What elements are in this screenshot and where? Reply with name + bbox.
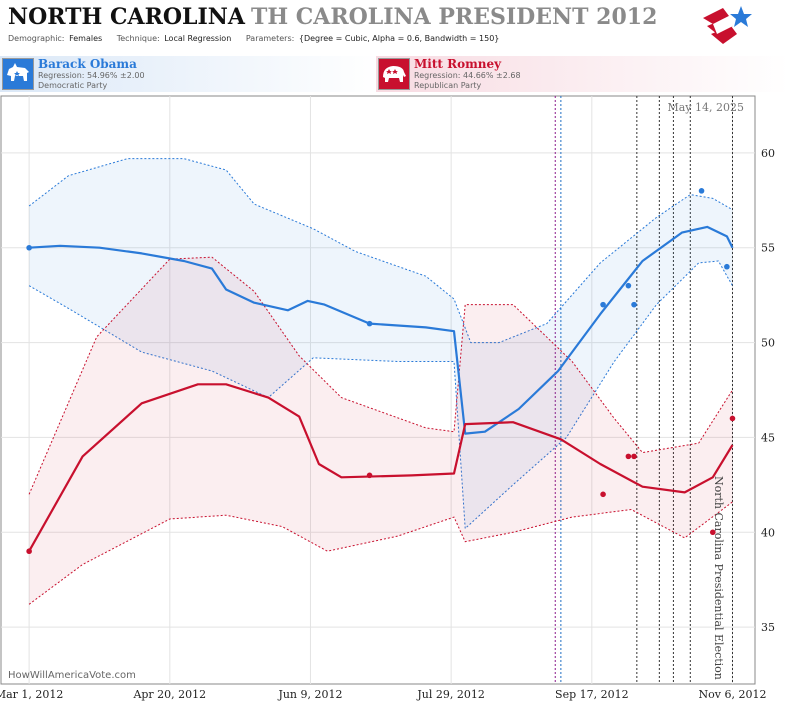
site-logo-icon xyxy=(701,4,753,46)
romney-band-upper xyxy=(28,256,733,495)
x-tick-label: Jul 29, 2012 xyxy=(416,688,485,701)
y-tick-label: 40 xyxy=(761,526,775,539)
obama-poll-point xyxy=(631,301,637,308)
y-axis-ticks: 35 40 45 50 55 60 xyxy=(761,147,775,634)
current-date-label: May 14, 2025 xyxy=(667,101,744,114)
romney-poll-point xyxy=(709,529,716,536)
romney-poll-point xyxy=(366,472,373,479)
obama-poll-point xyxy=(26,244,32,251)
romney-party: Republican Party xyxy=(414,81,482,90)
site-watermark: HowWillAmericaVote.com xyxy=(8,670,136,681)
x-tick-label: Apr 20, 2012 xyxy=(132,688,206,701)
state-title: NORTH CAROLINA xyxy=(8,4,245,30)
x-tick-label: Nov 6, 2012 xyxy=(699,688,767,701)
romney-trend-line xyxy=(28,383,734,552)
confidence-bands xyxy=(28,158,733,605)
candidate-romney: Mitt Romney Regression: 44.66% ±2.68 Rep… xyxy=(376,56,789,92)
obama-poll-point xyxy=(600,301,606,308)
parameters-label: Parameters: xyxy=(245,34,295,43)
romney-regression: Regression: 44.66% ±2.68 xyxy=(414,71,521,80)
obama-band-fill xyxy=(29,158,733,529)
event-lines xyxy=(554,96,733,684)
obama-regression: Regression: 54.96% ±2.00 xyxy=(38,71,145,80)
romney-band-fill xyxy=(29,257,733,605)
race-title: TH CAROLINA PRESIDENT 2012 xyxy=(250,4,658,30)
x-tick-label: Jun 9, 2012 xyxy=(277,688,342,701)
x-tick-label: Sep 17, 2012 xyxy=(555,688,629,701)
romney-name: Mitt Romney xyxy=(414,57,502,71)
election-label: North Carolina Presidential Election xyxy=(712,476,725,680)
y-tick-label: 55 xyxy=(761,242,775,255)
demographic-label: Demographic: xyxy=(8,34,65,43)
romney-poll-point xyxy=(26,548,32,555)
demographic-value: Females xyxy=(69,34,103,43)
parameters-value: {Degree = Cubic, Alpha = 0.6, Bandwidth … xyxy=(298,34,500,43)
regression-chart: 35 40 45 50 55 60 Mar 1, 2012 Apr 20, 2012 Jun … xyxy=(0,95,775,701)
chart-header: NORTH CAROLINA TH CAROLINA PRESIDENT 2012… xyxy=(0,0,789,60)
obama-poll-point xyxy=(366,320,373,327)
democrat-donkey-icon xyxy=(2,58,34,90)
republican-elephant-icon xyxy=(378,58,410,90)
x-tick-label: Mar 1, 2012 xyxy=(0,688,63,701)
candidate-bar: Barack Obama Regression: 54.96% ±2.00 De… xyxy=(0,56,789,92)
obama-trend-line xyxy=(29,225,734,435)
x-axis-ticks: Mar 1, 2012 Apr 20, 2012 Jun 9, 2012 Jul 29… xyxy=(0,688,766,701)
parameters-line: Demographic: Females Technique: Local Re… xyxy=(8,34,511,43)
poll-points xyxy=(26,188,736,555)
y-tick-label: 60 xyxy=(761,147,775,160)
obama-poll-point xyxy=(698,188,705,194)
obama-poll-point xyxy=(625,282,632,289)
technique-label: Technique: xyxy=(116,34,160,43)
plot-frame xyxy=(0,95,756,685)
romney-poll-point xyxy=(631,453,637,460)
chart-title: NORTH CAROLINA TH CAROLINA PRESIDENT 2012 xyxy=(8,4,657,30)
y-tick-label: 45 xyxy=(761,431,775,444)
obama-party: Democratic Party xyxy=(38,81,108,90)
technique-value: Local Regression xyxy=(164,34,232,43)
candidate-obama: Barack Obama Regression: 54.96% ±2.00 De… xyxy=(0,56,380,92)
trend-lines xyxy=(28,225,734,552)
obama-name: Barack Obama xyxy=(38,57,137,71)
romney-poll-point xyxy=(729,415,736,422)
romney-poll-point xyxy=(625,453,632,460)
obama-poll-point xyxy=(724,263,730,270)
obama-band-upper xyxy=(28,158,733,344)
y-tick-label: 35 xyxy=(761,621,775,634)
romney-poll-point xyxy=(600,491,606,498)
obama-band-lower xyxy=(28,260,733,530)
y-tick-label: 50 xyxy=(761,337,775,350)
